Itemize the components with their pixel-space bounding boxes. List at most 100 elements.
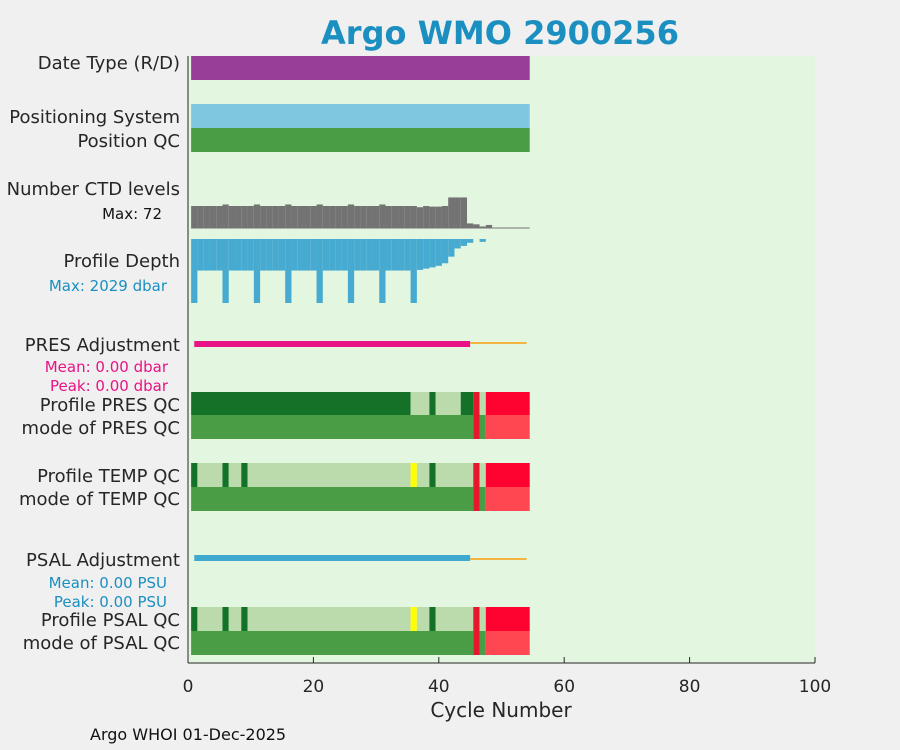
ctd-levels-bar — [398, 206, 405, 228]
mode-pres-qc-segment — [479, 415, 486, 439]
date-type-segment — [191, 56, 530, 80]
profile-temp-qc-segment — [473, 463, 480, 487]
profile-pres-qc-segment — [435, 392, 461, 415]
profile-depth-bar — [197, 239, 204, 271]
profile-depth-bar — [460, 239, 468, 246]
profile-depth-bar — [222, 239, 229, 303]
label-profile-temp-qc: Profile TEMP QC — [37, 466, 180, 487]
profile-pres-qc-segment — [191, 392, 411, 415]
x-tick-label: 0 — [183, 677, 194, 697]
ctd-levels-bar — [297, 206, 304, 228]
label-date-type: Date Type (R/D) — [38, 53, 180, 74]
profile-psal-qc-segment — [228, 607, 242, 631]
plot-panel — [188, 56, 815, 663]
profile-temp-qc-segment — [222, 463, 229, 487]
ctd-levels-bar — [479, 226, 486, 228]
profile-temp-qc-segment — [479, 463, 486, 487]
mode-pres-qc-segment — [485, 415, 530, 439]
profile-depth-bar — [241, 239, 248, 271]
profile-depth-bar — [329, 239, 336, 271]
profile-psal-qc-segment — [197, 607, 223, 631]
ctd-levels-bar — [241, 206, 248, 228]
profile-depth-bar — [235, 239, 242, 271]
ctd-levels-bar — [473, 224, 480, 228]
profile-pres-qc-segment — [479, 392, 486, 415]
profile-depth-bar — [291, 239, 298, 271]
ctd-levels-bar — [372, 206, 380, 228]
profile-temp-qc-segment — [241, 463, 248, 487]
ctd-levels-bar — [467, 223, 474, 228]
profile-psal-qc-segment — [410, 607, 417, 631]
ctd-levels-bar — [429, 206, 436, 228]
mode-temp-qc-segment — [485, 487, 530, 511]
profile-depth-bar — [209, 239, 217, 271]
x-tick-label: 60 — [553, 677, 575, 697]
label-position-qc: Position QC — [77, 131, 180, 152]
profile-pres-qc-segment — [485, 392, 530, 415]
ctd-levels-bar — [341, 206, 348, 228]
profile-depth-bar — [203, 239, 210, 271]
x-tick-label: 20 — [303, 677, 325, 697]
profile-depth-bar — [278, 239, 286, 271]
label-psal-adjustment: PSAL Adjustment — [26, 550, 180, 571]
profile-depth-bar — [347, 239, 355, 303]
ctd-levels-bar — [191, 206, 198, 228]
mode-psal-qc-segment — [473, 631, 480, 655]
ctd-levels-bar — [485, 224, 493, 228]
profile-depth-bar — [454, 239, 461, 249]
ctd-levels-bar — [253, 204, 261, 228]
profile-pres-qc-segment — [473, 392, 480, 415]
ctd-levels-bar — [197, 206, 204, 228]
x-tick-label: 100 — [799, 677, 831, 697]
profile-psal-qc-segment — [435, 607, 474, 631]
profile-pres-qc-segment — [460, 392, 474, 415]
chart-marks — [191, 56, 530, 655]
profile-psal-qc-segment — [485, 607, 530, 631]
ctd-levels-bar — [366, 206, 373, 228]
ctd-levels-bar — [335, 206, 342, 228]
label-mode-temp-qc: mode of TEMP QC — [19, 489, 180, 510]
mode-pres-qc-segment — [473, 415, 480, 439]
x-axis-ticks: 0 20 40 60 80 100 — [183, 657, 831, 697]
position-qc-segment — [191, 128, 530, 152]
label-profile-pres-qc: Profile PRES QC — [40, 395, 180, 416]
ctd-levels-bar — [416, 207, 424, 228]
profile-depth-bar — [398, 239, 405, 271]
profile-depth-bar — [435, 239, 442, 266]
ctd-levels-bar — [329, 206, 336, 228]
profile-depth-bar — [391, 239, 399, 271]
profile-temp-qc-segment — [191, 463, 198, 487]
profile-psal-qc-segment — [479, 607, 486, 631]
label-profile-depth: Profile Depth — [63, 251, 180, 272]
ctd-levels-bar — [460, 197, 468, 228]
ctd-levels-bar — [216, 206, 223, 228]
profile-depth-bar — [479, 239, 486, 242]
x-tick-label: 40 — [428, 677, 450, 697]
ctd-levels-bar — [448, 197, 455, 228]
ctd-levels-bar — [228, 206, 236, 228]
profile-depth-bar — [253, 239, 261, 303]
profile-depth-bar — [303, 239, 311, 271]
profile-pres-qc-segment — [410, 392, 430, 415]
profile-depth-bar — [297, 239, 304, 271]
ctd-levels-bar — [209, 206, 217, 228]
profile-temp-qc-segment — [435, 463, 474, 487]
ctd-levels-bar — [435, 206, 442, 228]
profile-depth-bar — [322, 239, 330, 271]
ctd-levels-bar — [454, 197, 461, 228]
mode-temp-qc-segment — [473, 487, 480, 511]
ctd-levels-bar — [303, 206, 311, 228]
mode-pres-qc-segment — [191, 415, 474, 439]
ctd-levels-bar — [285, 204, 292, 228]
profile-depth-bar — [366, 239, 373, 271]
profile-temp-qc-segment — [410, 463, 417, 487]
profile-psal-qc-segment — [241, 607, 248, 631]
profile-depth-bar — [216, 239, 223, 271]
ctd-levels-bar — [266, 206, 273, 228]
profile-depth-bar — [341, 239, 348, 271]
ctd-levels-bar — [235, 206, 242, 228]
profile-pres-qc-segment — [429, 392, 436, 415]
ctd-levels-bar — [410, 206, 417, 228]
profile-depth-bar — [423, 239, 430, 269]
ctd-levels-bar — [272, 206, 279, 228]
